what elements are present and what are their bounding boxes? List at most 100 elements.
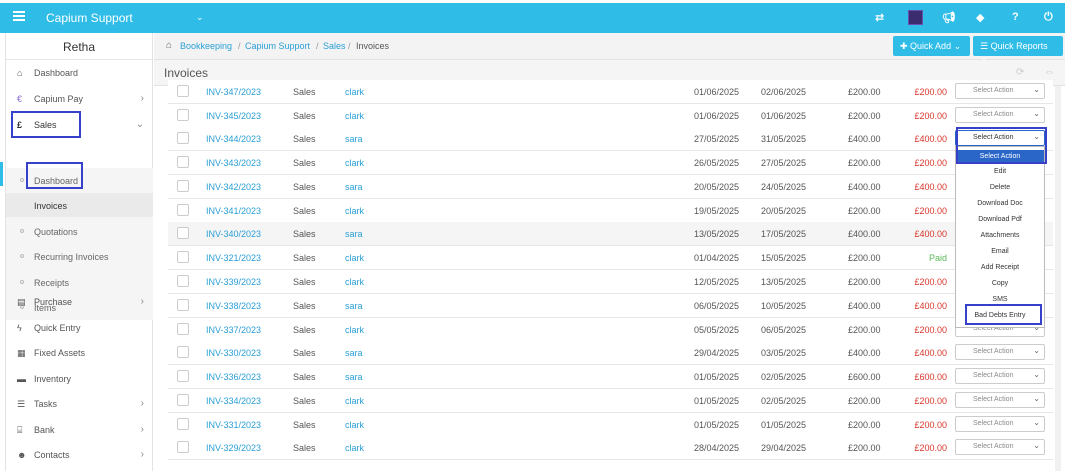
megaphone-icon[interactable]: 📢︎ — [942, 12, 956, 24]
power-icon[interactable]: ⏻ — [1044, 11, 1053, 23]
invoice-number-link[interactable]: INV-321/2023 — [206, 253, 262, 263]
invoice-number-link[interactable]: INV-331/2023 — [206, 420, 262, 430]
sidebar-item-quick-entry[interactable]: ϟ Quick Entry — [17, 323, 81, 333]
home-icon[interactable]: ⌂ — [166, 40, 173, 51]
sidebar-item-sales[interactable]: £ Sales ⌄ — [17, 119, 144, 130]
customer-link[interactable]: clark — [345, 158, 365, 168]
dropdown-option-add-receipt[interactable]: Add Receipt — [980, 264, 1020, 271]
dropdown-option-delete[interactable]: Delete — [989, 184, 1011, 191]
dropdown-option-select-action[interactable]: Select Action — [956, 150, 1044, 163]
select-action-dropdown[interactable]: Select Action⌄ — [955, 107, 1045, 123]
row-checkbox[interactable] — [177, 346, 189, 358]
invoice-number-link[interactable]: INV-339/2023 — [206, 277, 262, 287]
breadcrumb-capium-support[interactable]: Capium Support — [245, 41, 311, 51]
scrollbar[interactable] — [1055, 86, 1061, 471]
customer-link[interactable]: sara — [345, 348, 363, 358]
sidebar-item-inventory[interactable]: ▬ Inventory — [17, 374, 72, 384]
row-checkbox[interactable] — [177, 251, 189, 263]
row-checkbox[interactable] — [177, 180, 189, 192]
sidebar-item-purchase[interactable]: ▤ Purchase › — [17, 296, 144, 307]
row-checkbox[interactable] — [177, 275, 189, 287]
dropdown-option-email[interactable]: Email — [991, 248, 1009, 255]
quick-add-button[interactable]: ✚ Quick Add ⌄ — [893, 36, 970, 56]
quick-reports-button[interactable]: ☰ Quick Reports ⌄ — [973, 36, 1063, 62]
invoice-number-link[interactable]: INV-329/2023 — [206, 443, 262, 453]
dropdown-option-copy[interactable]: Copy — [991, 280, 1009, 287]
breadcrumb-bookkeeping[interactable]: Bookkeeping — [180, 41, 233, 51]
sidebar-sub-recurring-invoices[interactable]: Recurring Invoices — [6, 244, 153, 268]
dropdown-option-download-doc[interactable]: Download Doc — [977, 200, 1023, 207]
dropdown-option-edit[interactable]: Edit — [993, 168, 1007, 175]
row-checkbox[interactable] — [177, 109, 189, 121]
hamburger-menu-icon[interactable] — [13, 11, 25, 21]
invoice-number-link[interactable]: INV-336/2023 — [206, 372, 262, 382]
row-checkbox[interactable] — [177, 441, 189, 453]
select-action-dropdown[interactable]: Select Action⌄ — [955, 416, 1045, 432]
row-checkbox[interactable] — [177, 156, 189, 168]
sidebar-sub-invoices[interactable]: Invoices — [6, 193, 153, 217]
row-checkbox[interactable] — [177, 204, 189, 216]
select-action-dropdown[interactable]: Select Action⌄ — [955, 344, 1045, 360]
row-checkbox[interactable] — [177, 132, 189, 144]
invoice-number-link[interactable]: INV-334/2023 — [206, 396, 262, 406]
help-icon[interactable]: ? — [1012, 11, 1019, 23]
tag-icon[interactable]: ◆ — [976, 12, 985, 24]
dropdown-option-download-pdf[interactable]: Download Pdf — [978, 216, 1022, 223]
row-checkbox[interactable] — [177, 227, 189, 239]
sidebar-item-fixed-assets[interactable]: ▦ Fixed Assets — [17, 348, 86, 358]
invoice-number-link[interactable]: INV-337/2023 — [206, 325, 262, 335]
row-checkbox[interactable] — [177, 85, 189, 97]
sidebar-sub-items[interactable]: Items — [6, 295, 153, 319]
customer-link[interactable]: clark — [345, 206, 365, 216]
invoice-number-link[interactable]: INV-338/2023 — [206, 301, 262, 311]
customer-link[interactable]: clark — [345, 277, 365, 287]
customer-link[interactable]: clark — [345, 396, 365, 406]
customer-link[interactable]: clark — [345, 443, 365, 453]
sidebar-item-dashboard[interactable]: ⌂ Dashboard — [17, 68, 79, 78]
expand-icon[interactable]: ⇔ — [1044, 66, 1055, 78]
row-checkbox[interactable] — [177, 418, 189, 430]
customer-link[interactable]: sara — [345, 301, 363, 311]
breadcrumb-sales[interactable]: Sales — [323, 41, 346, 51]
sidebar-sub-quotations[interactable]: Quotations — [6, 219, 153, 243]
invoice-number-link[interactable]: INV-345/2023 — [206, 111, 262, 121]
chevron-down-icon[interactable]: ⌄ — [196, 12, 204, 22]
sidebar-item-tasks[interactable]: ☰ Tasks › — [17, 398, 144, 409]
customer-link[interactable]: sara — [345, 134, 363, 144]
customer-link[interactable]: clark — [345, 111, 365, 121]
select-action-dropdown[interactable]: Select Action⌄ — [955, 392, 1045, 408]
sidebar-item-capium-pay[interactable]: € Capium Pay › — [17, 93, 144, 104]
row-checkbox[interactable] — [177, 323, 189, 335]
sidebar-item-bank[interactable]: ⌸ Bank › — [17, 424, 144, 435]
select-action-dropdown[interactable]: Select Action⌄ — [955, 130, 1045, 146]
invoice-number-link[interactable]: INV-344/2023 — [206, 134, 262, 144]
select-action-dropdown[interactable]: Select Action⌄ — [955, 439, 1045, 455]
dropdown-option-attachments[interactable]: Attachments — [980, 232, 1020, 239]
app-brand[interactable]: Capium Support — [46, 11, 133, 25]
avatar[interactable] — [908, 10, 923, 25]
invoice-number-link[interactable]: INV-330/2023 — [206, 348, 262, 358]
customer-link[interactable]: sara — [345, 229, 363, 239]
sidebar-sub-dashboard[interactable]: Dashboard — [6, 168, 153, 192]
customer-link[interactable]: clark — [345, 420, 365, 430]
sidebar-sub-receipts[interactable]: Receipts — [6, 270, 153, 294]
customer-link[interactable]: clark — [345, 253, 365, 263]
dropdown-option-bad-debts-entry[interactable]: Bad Debts Entry — [974, 312, 1026, 319]
row-checkbox[interactable] — [177, 299, 189, 311]
select-action-dropdown[interactable]: Select Action⌄ — [955, 368, 1045, 384]
customer-link[interactable]: clark — [345, 87, 365, 97]
invoice-number-link[interactable]: INV-343/2023 — [206, 158, 262, 168]
row-checkbox[interactable] — [177, 370, 189, 382]
customer-link[interactable]: sara — [345, 372, 363, 382]
transfer-icon[interactable]: ⇄ — [875, 12, 885, 24]
invoice-number-link[interactable]: INV-341/2023 — [206, 206, 262, 216]
customer-link[interactable]: sara — [345, 182, 363, 192]
sidebar-item-contacts[interactable]: ☻ Contacts › — [17, 449, 144, 460]
invoice-number-link[interactable]: INV-347/2023 — [206, 87, 262, 97]
row-checkbox[interactable] — [177, 394, 189, 406]
refresh-icon[interactable]: ⟳ — [1016, 67, 1025, 78]
invoice-number-link[interactable]: INV-340/2023 — [206, 229, 262, 239]
select-action-dropdown[interactable]: Select Action⌄ — [955, 83, 1045, 99]
dropdown-option-sms[interactable]: SMS — [992, 296, 1008, 303]
customer-link[interactable]: clark — [345, 325, 365, 335]
